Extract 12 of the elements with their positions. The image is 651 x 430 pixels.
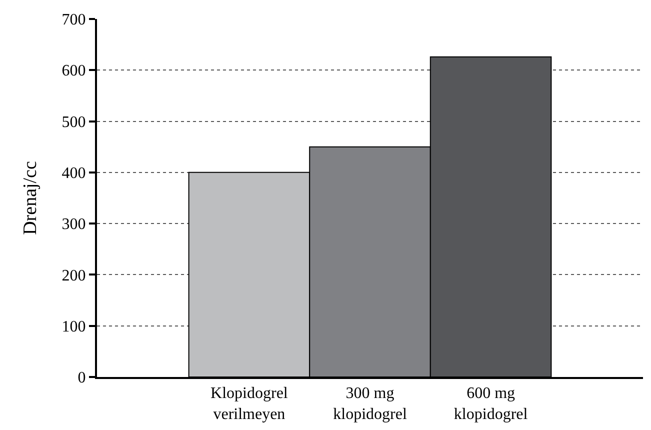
y-axis-title: Drenaj/cc xyxy=(20,161,42,235)
y-tick-label: 0 xyxy=(78,370,86,387)
y-tick-label: 200 xyxy=(62,267,86,284)
x-tick-label: Klopidogrel verilmeyen xyxy=(210,385,288,423)
x-tick-label: 300 mg klopidogrel xyxy=(333,385,408,423)
y-tick-label: 300 xyxy=(62,216,86,234)
y-tick-label: 400 xyxy=(62,165,86,182)
y-tick-label: 600 xyxy=(62,62,86,80)
x-tick-label: 600 mg klopidogrel xyxy=(454,385,528,423)
y-tick-label: 700 xyxy=(62,12,86,29)
y-tick-label: 500 xyxy=(62,114,86,131)
y-tick-label: 100 xyxy=(62,318,86,336)
